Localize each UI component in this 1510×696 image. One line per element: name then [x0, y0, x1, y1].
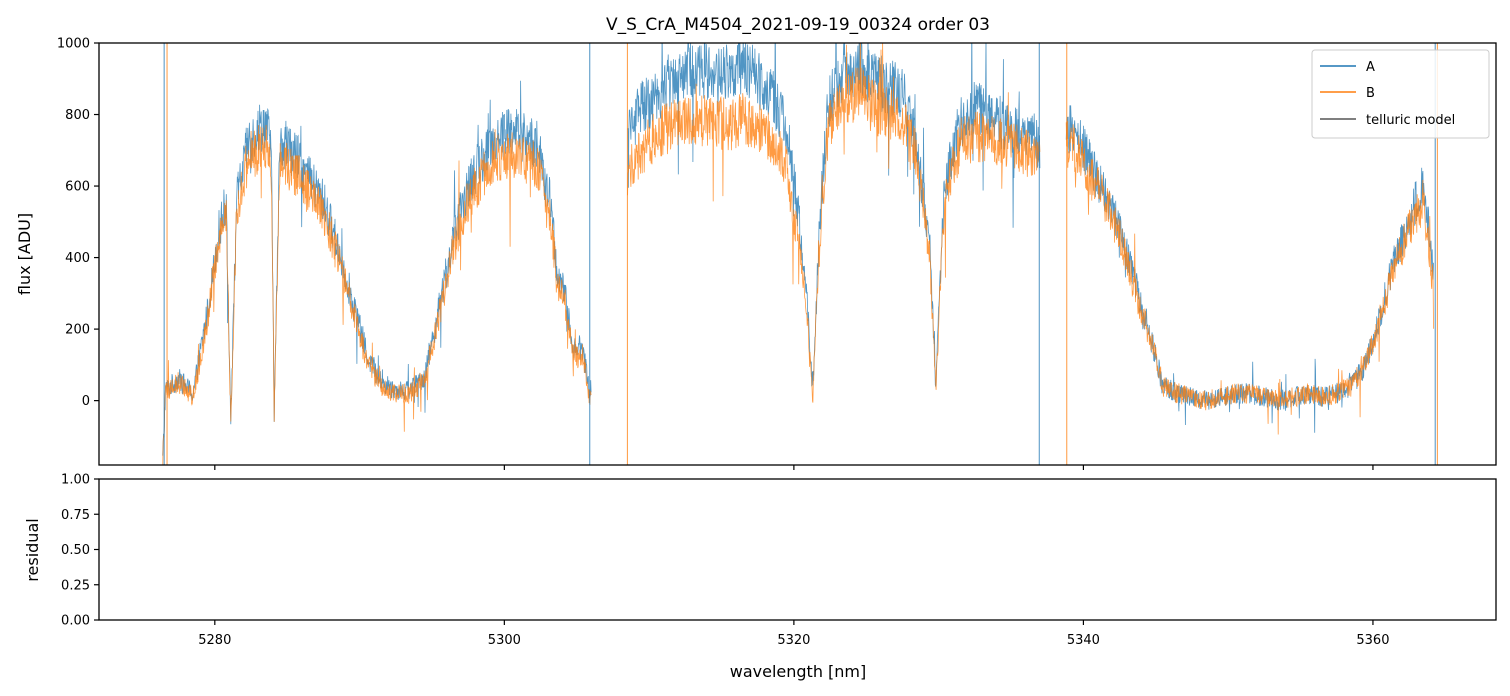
flux-y-tick-label: 400: [65, 251, 90, 266]
residual-y-tick-label: 0.00: [61, 614, 90, 629]
flux-y-tick-label: 200: [65, 323, 90, 338]
residual-panel: 0.00 0.25 0.50 0.75 1.00 5280 5300 5320 5340 536…: [23, 473, 1497, 681]
x-tick-label: 5320: [777, 633, 810, 648]
flux-x-ticks: [214, 465, 1374, 470]
residual-panel-frame: [98, 478, 1497, 621]
residual-y-tick-label: 0.50: [61, 543, 90, 558]
residual-x-ticks: 5280 5300 5320 5340 5360: [198, 620, 1389, 648]
series-line-a: [162, 43, 1434, 456]
flux-y-tick-label: 600: [65, 180, 90, 195]
x-tick-label: 5300: [488, 633, 521, 648]
residual-y-ticks: 0.00 0.25 0.50 0.75 1.00: [61, 473, 99, 629]
series-line-b: [162, 43, 1434, 465]
residual-y-axis-label: residual: [23, 518, 42, 581]
flux-panel-frame: [98, 42, 1497, 466]
chart-title: V_S_CrA_M4504_2021-09-19_00324 order 03: [606, 15, 990, 35]
legend-label-b: B: [1366, 86, 1375, 101]
flux-y-tick-label: 0: [82, 394, 90, 409]
flux-y-ticks: 0 200 400 600 800 1000: [57, 37, 99, 409]
x-tick-label: 5340: [1067, 633, 1100, 648]
x-tick-label: 5360: [1356, 633, 1389, 648]
legend: A B telluric model: [1311, 49, 1490, 139]
flux-plot-area: [162, 43, 1438, 465]
flux-y-axis-label: flux [ADU]: [15, 213, 34, 295]
residual-y-tick-label: 1.00: [61, 473, 90, 488]
flux-panel: 0 200 400 600 800 1000 flux [ADU]: [15, 37, 1497, 470]
residual-y-tick-label: 0.75: [61, 508, 90, 523]
x-tick-label: 5280: [198, 633, 231, 648]
residual-y-tick-label: 0.25: [61, 578, 90, 593]
legend-label-a: A: [1366, 60, 1375, 75]
flux-y-tick-label: 800: [65, 108, 90, 123]
flux-y-tick-label: 1000: [57, 37, 90, 52]
legend-label-telluric: telluric model: [1366, 113, 1455, 128]
x-axis-label: wavelength [nm]: [730, 662, 867, 681]
legend-box: [1311, 49, 1490, 139]
